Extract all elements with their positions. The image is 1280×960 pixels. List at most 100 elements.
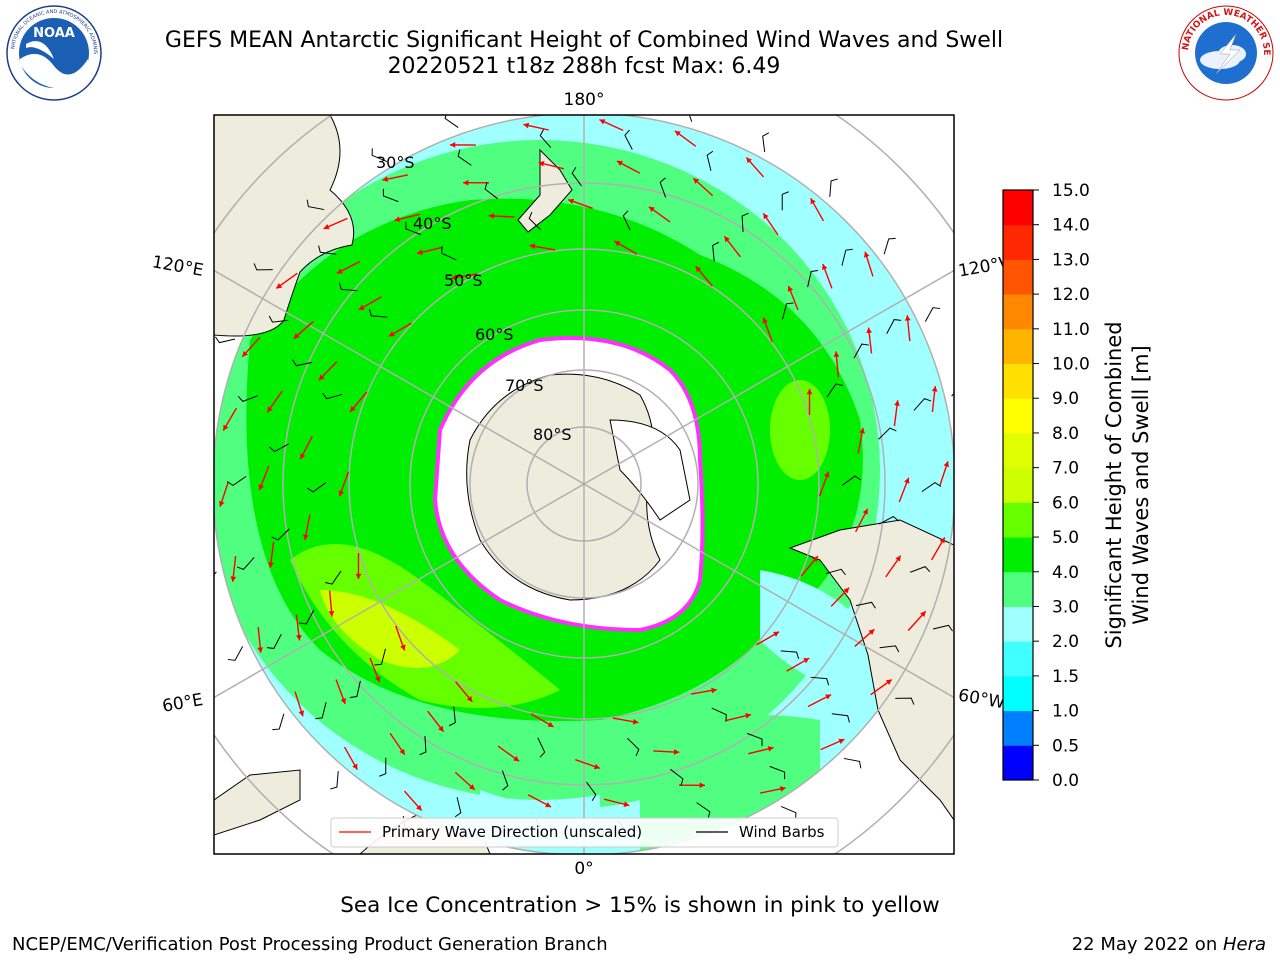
- colorbar-frame: [1002, 189, 1034, 781]
- wind-barb: [315, 702, 327, 720]
- wind-barb: [895, 697, 915, 705]
- wind-barb: [571, 166, 583, 187]
- wave-arrow: [382, 174, 408, 182]
- graticule: [214, 115, 954, 854]
- wave-arrow: [807, 693, 832, 708]
- wind-barb: [956, 546, 976, 553]
- wind-barb: [237, 395, 258, 402]
- wave-arrow: [855, 508, 869, 533]
- wind-barb: [457, 149, 472, 166]
- lon-label-60e: 60°E: [161, 690, 205, 717]
- lat-label-70s: 70°S: [505, 376, 544, 395]
- wind-barb: [382, 188, 399, 203]
- wave-arrow: [653, 749, 680, 755]
- wind-barb: [879, 515, 899, 525]
- wave-arrow: [358, 296, 382, 311]
- wind-barb: [883, 237, 896, 255]
- colorbar-swatch: [1003, 710, 1033, 746]
- wave-arrow: [616, 160, 641, 174]
- wave-arrow: [323, 217, 348, 230]
- wind-barb: [272, 713, 285, 731]
- colorbar-tick-label: 10.0: [1052, 355, 1090, 375]
- lon-label-120e: 120°E: [151, 252, 205, 281]
- wave-arrow: [454, 771, 476, 791]
- wave-arrow: [258, 465, 270, 491]
- wave-arrow: [806, 388, 813, 415]
- wind-barb: [924, 307, 941, 322]
- colorbar: 0.0 0.5 1.0 1.5 2.0 3.0 4.0 5.0 6.0 7.0 8.0 9.0 10.0…: [1002, 181, 1153, 791]
- wave-arrow: [427, 710, 445, 733]
- map-frame: [213, 114, 955, 855]
- colorbar-label-line1: Significant Height of Combined: [1102, 321, 1126, 648]
- wave-arrow: [394, 213, 420, 222]
- wave-arrow: [222, 407, 238, 431]
- wind-barb: [215, 336, 236, 344]
- wind-barb: [299, 609, 315, 625]
- colorbar-swatch: [1003, 398, 1033, 434]
- wave-arrow: [389, 732, 406, 756]
- colorbar-tick-label: 13.0: [1052, 250, 1090, 270]
- colorbar-tick-label: 15.0: [1052, 181, 1090, 201]
- wind-barb: [669, 768, 684, 786]
- wave-arrow: [455, 681, 473, 703]
- lon-label-180: 180°: [564, 90, 605, 110]
- wind-barb: [810, 676, 830, 686]
- wind-barb: [962, 465, 981, 475]
- wind-barbs: [214, 115, 981, 839]
- noaa-logo: NOAA NATIONAL OCEANIC AND ATMOSPHERIC AD…: [4, 4, 102, 101]
- wave-arrow: [818, 471, 830, 497]
- footer-organization: NCEP/EMC/Verification Post Processing Pr…: [12, 934, 608, 955]
- wind-barb: [624, 129, 633, 150]
- wind-barb: [706, 150, 714, 171]
- legend-wave-label: Primary Wave Direction (unscaled): [382, 823, 642, 841]
- wind-barb: [419, 735, 427, 756]
- wind-barb: [762, 132, 770, 153]
- colorbar-swatch: [1003, 606, 1033, 642]
- wave-arrow: [695, 265, 713, 287]
- wave-arrow: [218, 481, 229, 507]
- wind-barb: [825, 568, 846, 576]
- noaa-logo-text: NOAA: [33, 26, 75, 41]
- wave-arrow: [691, 687, 717, 695]
- wind-barb: [537, 737, 546, 758]
- colorbar-tick-label: 0.5: [1052, 736, 1079, 756]
- wave-arrow: [335, 679, 347, 705]
- wind-barb: [292, 359, 313, 367]
- wind-barb: [338, 282, 358, 292]
- wave-arrow: [257, 626, 264, 653]
- wave-arrow: [529, 243, 556, 251]
- footer-host: Hera: [1223, 934, 1266, 955]
- lon-label-60w: 60°W: [957, 685, 1007, 713]
- wave-arrow: [369, 657, 381, 683]
- colorbar-swatch: [1003, 432, 1033, 469]
- colorbar-swatch: [1003, 467, 1033, 503]
- wave-arrow: [338, 471, 350, 497]
- wind-barb: [269, 443, 289, 453]
- wind-barb: [236, 557, 255, 570]
- lon-label-0: 0°: [574, 859, 593, 879]
- wind-barb: [829, 178, 838, 197]
- wave-arrow: [388, 322, 412, 337]
- wave-arrow: [497, 745, 520, 762]
- colorbar-tick-label: 1.5: [1052, 667, 1079, 687]
- footer-date-text: 22 May 2022 on: [1072, 934, 1223, 955]
- wind-barb: [371, 148, 388, 162]
- wind-barb: [226, 475, 247, 487]
- wave-arrow: [336, 260, 361, 275]
- wave-arrow: [266, 390, 283, 413]
- wave-arrow: [939, 461, 950, 487]
- wind-barb: [807, 269, 819, 288]
- wave-arrow: [449, 142, 476, 148]
- wind-barb: [318, 245, 337, 255]
- wave-arrow: [725, 713, 752, 722]
- colorbar-swatch: [1003, 363, 1033, 399]
- wave-arrow: [416, 246, 443, 255]
- wave-arrow: [930, 537, 946, 561]
- wave-arrow: [293, 321, 314, 340]
- wave-arrow: [870, 678, 893, 696]
- colorbar-tick-label: 6.0: [1052, 493, 1079, 513]
- colorbar-tick-label: 11.0: [1052, 320, 1090, 340]
- colorbar-tick-label: 3.0: [1052, 597, 1079, 617]
- wind-barb: [227, 646, 244, 661]
